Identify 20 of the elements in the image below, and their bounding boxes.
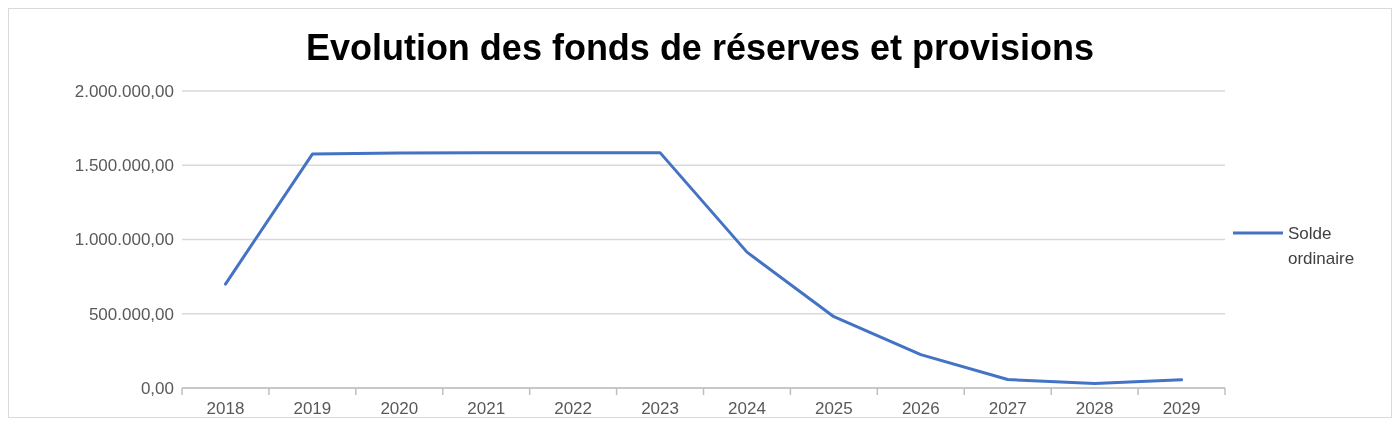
x-tick-label: 2028	[1075, 399, 1114, 418]
x-tick-label: 2021	[467, 399, 506, 418]
x-tick-label: 2029	[1162, 399, 1201, 418]
x-tick-label: 2024	[728, 399, 766, 418]
y-tick-label: 500.000,00	[88, 304, 174, 324]
x-tick-label: 2020	[380, 399, 419, 418]
y-tick-label: 2.000.000,00	[74, 81, 174, 101]
y-tick-label: 1.500.000,00	[74, 156, 174, 176]
line-series	[223, 151, 1184, 386]
y-tick-label: 1.000.000,00	[74, 230, 174, 250]
x-tick-label: 2018	[206, 399, 245, 418]
y-tick-label: 0,00	[140, 378, 174, 398]
x-tick-label: 2022	[554, 399, 593, 418]
x-tick-label: 2025	[814, 399, 853, 418]
chart-title: Evolution des fonds de réserves et provisions	[305, 27, 1095, 68]
legend-label: Solde ordinaire	[1288, 223, 1355, 269]
x-tick-label: 2019	[293, 399, 332, 418]
x-tick-label: 2027	[988, 399, 1027, 418]
x-tick-label: 2023	[641, 399, 679, 418]
x-tick-label: 2026	[901, 399, 940, 418]
